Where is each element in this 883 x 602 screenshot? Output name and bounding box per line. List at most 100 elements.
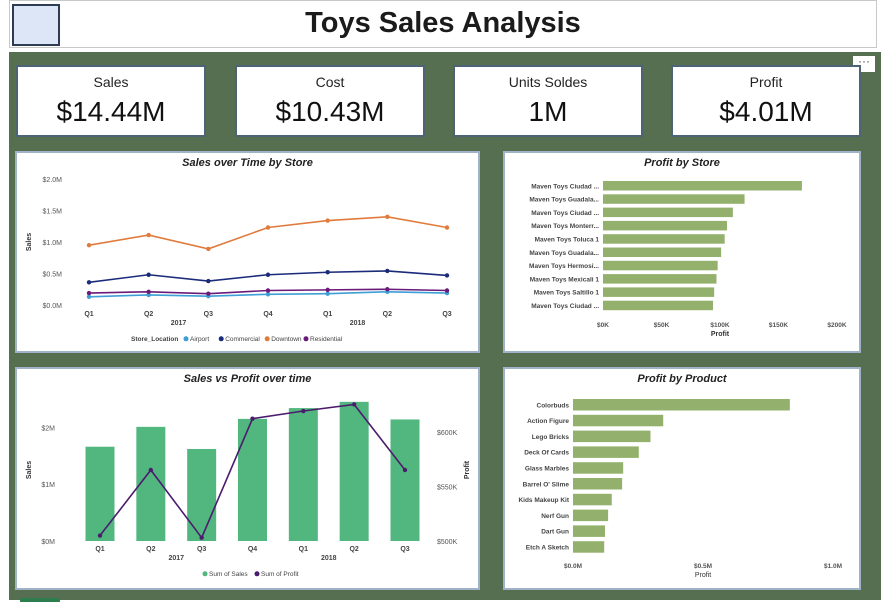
kpi-value: $14.44M [56, 96, 166, 127]
profit-point [351, 402, 357, 407]
chart-panel-sales-over-time[interactable]: Sales over Time by Store $0.0M $0.5M $1.0M… [15, 151, 480, 353]
data-point [444, 273, 450, 278]
category-label: Maven Toys Ciudad ... [531, 210, 599, 217]
bar [603, 194, 745, 204]
page-tab-indicator[interactable] [20, 598, 60, 602]
x-tick-label: Q1 [84, 311, 93, 318]
kpi-card-units: Units Soldes 1M [453, 65, 643, 137]
category-label: Maven Toys Hermosi... [529, 263, 599, 270]
profit-point [148, 467, 154, 473]
sales-bar [238, 418, 267, 541]
kpi-value: $10.43M [275, 96, 385, 127]
legend-entry: Residential [310, 336, 343, 343]
legend-entry: Sum of Profit [261, 571, 299, 578]
bar [603, 274, 717, 284]
data-point [265, 288, 271, 293]
data-point [385, 268, 390, 274]
data-point [325, 291, 330, 296]
data-point [86, 242, 92, 248]
category-label: Maven Toys Saltillo 1 [534, 290, 600, 297]
y-tick-label: $1.5M [43, 209, 63, 216]
x-tick-label: $200K [827, 322, 846, 329]
profit-point [97, 533, 103, 538]
sales-bar [288, 408, 318, 541]
data-point [265, 292, 271, 297]
chart-title: Sales over Time by Store [182, 157, 313, 169]
bar [603, 220, 728, 231]
profit-point [402, 467, 408, 473]
y-axis-label: Sales [26, 233, 33, 251]
chart-panel-profit-by-product[interactable]: Profit by Product Colorbuds Action Figure… [503, 367, 861, 590]
legend-entry: Commercial [225, 336, 260, 343]
bar [603, 234, 725, 244]
legend-marker [218, 336, 224, 342]
bar [573, 478, 623, 490]
year-label: 2018 [321, 555, 337, 562]
category-label: Etch A Sketch [526, 544, 569, 551]
bar [573, 509, 609, 522]
bar [603, 260, 718, 271]
x-tick-label: Q1 [299, 546, 308, 553]
x-tick-label: Q3 [197, 546, 206, 553]
category-label: Glass Marbles [525, 465, 569, 472]
bar [573, 446, 639, 458]
profit-point [301, 408, 306, 414]
category-label: Kids Makeup Kit [518, 497, 569, 504]
bar [573, 399, 790, 411]
category-label: Maven Toys Guadala... [529, 250, 599, 257]
sales-bar [85, 446, 115, 541]
y-tick-label: $0.0M [43, 303, 63, 310]
kpi-card-cost: Cost $10.43M [235, 65, 425, 137]
series-line-downtown [88, 215, 448, 250]
profit-by-store-chart: Maven Toys Ciudad ... Maven Toys Guadala.… [529, 181, 847, 338]
x-tick-label: $0.5M [694, 563, 712, 570]
chart-title: Sales vs Profit over time [183, 373, 312, 385]
data-point [444, 225, 450, 230]
sales-vs-profit-chart: $0M $1M $2M $500K $550K $600K Sales Profit Q1 Q2 Q… [26, 401, 471, 578]
category-label: Dart Gun [541, 529, 569, 536]
data-point [265, 272, 271, 277]
data-point [325, 270, 330, 275]
data-point [385, 214, 390, 219]
report-header: Toys Sales Analysis [9, 0, 877, 48]
bar [573, 462, 624, 474]
data-point [206, 246, 211, 252]
x-tick-label: Q3 [400, 546, 409, 553]
x-tick-label: Q4 [248, 546, 257, 553]
chart-title: Profit by Store [644, 157, 720, 169]
y-tick-label: $2.0M [43, 177, 63, 184]
x-tick-label: $0K [597, 322, 609, 329]
profit-point [250, 416, 255, 421]
x-tick-label: Q2 [144, 311, 153, 318]
chart-panel-profit-by-store[interactable]: Profit by Store Maven Toys Ciudad ... Mav… [503, 151, 861, 353]
category-label: Deck Of Cards [524, 450, 569, 457]
bar [573, 541, 605, 553]
category-label: Maven Toys Ciudad ... [531, 183, 599, 190]
kpi-value: 1M [528, 96, 568, 127]
bar [603, 207, 733, 218]
data-point [385, 287, 390, 292]
logo-placeholder [12, 4, 60, 46]
data-point [146, 232, 151, 238]
sales-bar [339, 401, 369, 541]
y-axis-label: Sales [26, 461, 33, 479]
y-tick-label: $0.5M [43, 272, 63, 279]
bar [573, 525, 605, 537]
chart-panel-sales-vs-profit[interactable]: Sales vs Profit over time $0M $1M $2M $500K… [15, 367, 480, 590]
x-tick-label: Q2 [349, 546, 358, 553]
profit-by-product-chart: Colorbuds Action Figure Lego Bricks Deck Of… [518, 399, 842, 579]
category-label: Nerf Gun [541, 513, 569, 520]
data-point [265, 225, 271, 230]
report-canvas: ··· Sales $14.44M Cost $10.43M Units Sol… [9, 52, 881, 600]
sales-bar [187, 448, 217, 541]
category-label: Lego Bricks [532, 434, 570, 441]
data-point [146, 289, 151, 294]
y-tick-label: $1M [41, 482, 55, 489]
x-tick-label: Q2 [383, 311, 392, 318]
sales-over-time-chart: $0.0M $0.5M $1.0M $1.5M $2.0M Sales Q1 Q2 Q3 Q4 Q1… [26, 177, 452, 343]
data-point [86, 280, 92, 285]
chart-title: Profit by Product [637, 373, 727, 385]
sales-bar [390, 419, 420, 541]
legend-entry: Sum of Sales [209, 571, 248, 578]
bar [603, 287, 715, 297]
